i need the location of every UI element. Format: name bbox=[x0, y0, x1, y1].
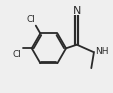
Text: NH: NH bbox=[94, 47, 108, 56]
Text: Cl: Cl bbox=[26, 15, 35, 24]
Text: N: N bbox=[72, 6, 80, 16]
Text: Cl: Cl bbox=[13, 50, 22, 59]
